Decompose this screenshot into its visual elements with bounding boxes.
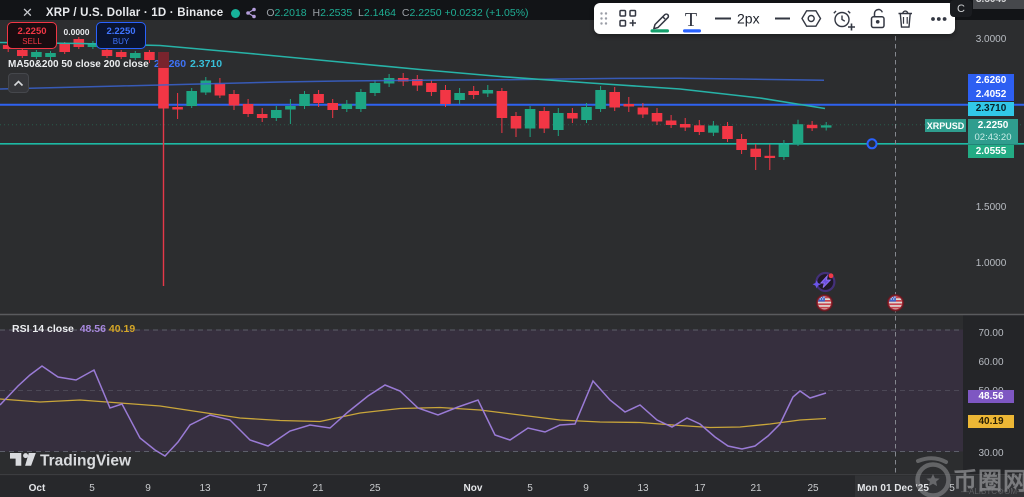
- svg-text:2.3710: 2.3710: [190, 58, 222, 70]
- svg-text:2px: 2px: [737, 11, 760, 27]
- svg-text:T: T: [685, 9, 697, 31]
- svg-text:TradingView: TradingView: [40, 453, 132, 470]
